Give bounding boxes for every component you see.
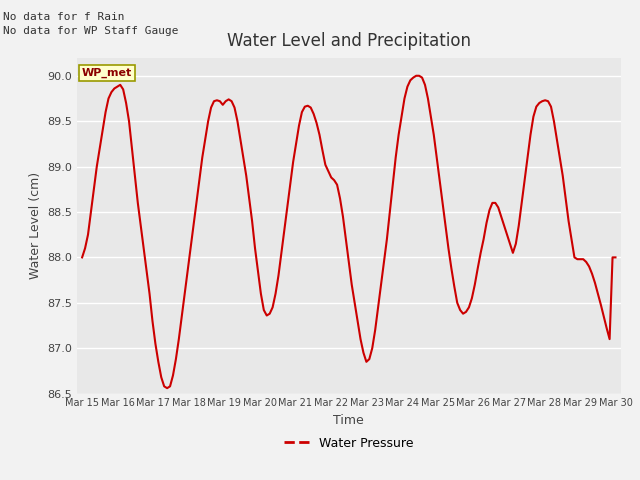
- Y-axis label: Water Level (cm): Water Level (cm): [29, 172, 42, 279]
- Legend: Water Pressure: Water Pressure: [279, 432, 419, 455]
- Text: No data for f Rain: No data for f Rain: [3, 12, 125, 22]
- X-axis label: Time: Time: [333, 414, 364, 427]
- Text: No data for WP Staff Gauge: No data for WP Staff Gauge: [3, 26, 179, 36]
- Text: WP_met: WP_met: [82, 68, 132, 78]
- Title: Water Level and Precipitation: Water Level and Precipitation: [227, 33, 471, 50]
